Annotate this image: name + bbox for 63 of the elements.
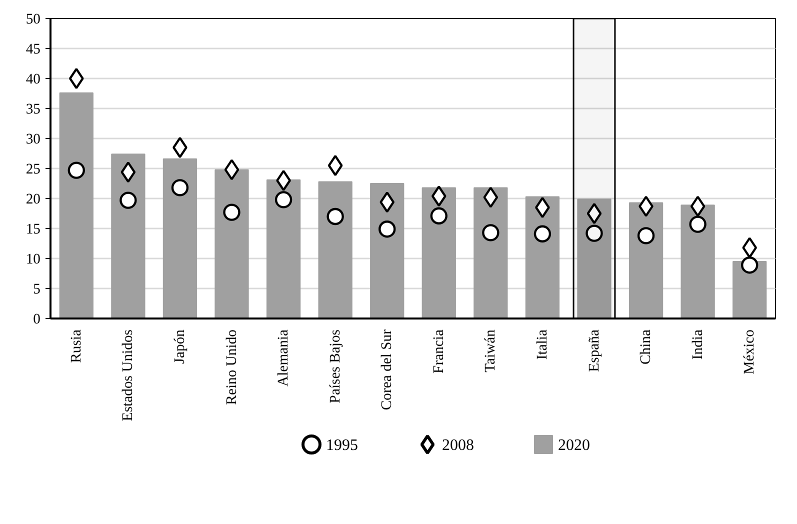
x-tick-label: Taiwán xyxy=(482,328,499,372)
point xyxy=(326,208,344,226)
bar xyxy=(318,181,352,318)
point xyxy=(68,68,84,90)
point xyxy=(482,224,500,242)
x-tick-label: India xyxy=(690,329,706,360)
x-tick-label: Reino Unido xyxy=(224,329,240,405)
point xyxy=(68,162,85,179)
x-tick-label: España xyxy=(586,329,602,372)
x-tick-label: Países Bajos xyxy=(327,329,344,404)
x-tick-label: Rusia xyxy=(68,329,84,363)
point xyxy=(378,220,396,238)
y-tick-label: 30 xyxy=(26,132,40,148)
bar xyxy=(111,154,146,318)
point xyxy=(741,256,758,274)
point xyxy=(274,191,292,208)
y-tick-label: 40 xyxy=(26,72,40,88)
legend-label: 1995 xyxy=(326,437,358,454)
y-tick-label: 45 xyxy=(26,42,40,58)
point xyxy=(637,227,655,244)
y-tick-label: 25 xyxy=(26,162,40,178)
x-tick-label: Corea del Sur xyxy=(379,329,396,410)
bar xyxy=(474,187,508,318)
y-tick-label: 0 xyxy=(33,312,40,328)
point xyxy=(120,192,137,209)
point xyxy=(430,207,448,224)
bar xyxy=(214,169,249,318)
point xyxy=(224,159,240,180)
point xyxy=(171,179,189,196)
legend-label: 2008 xyxy=(442,437,474,454)
bar xyxy=(59,92,94,318)
bar xyxy=(370,183,404,318)
bar xyxy=(422,187,456,318)
x-tick-label: Japón xyxy=(172,328,188,364)
y-tick-label: 20 xyxy=(26,192,40,208)
point xyxy=(534,225,552,242)
x-tick-label: Italia xyxy=(534,329,550,360)
x-tick-label: Francia xyxy=(430,329,447,374)
y-tick-label: 15 xyxy=(26,222,40,238)
point xyxy=(120,162,136,183)
point xyxy=(689,216,706,233)
bar xyxy=(266,179,301,318)
y-tick-label: 10 xyxy=(26,252,40,268)
point xyxy=(483,186,498,208)
bar xyxy=(680,204,715,318)
legend-label: 2020 xyxy=(558,437,590,454)
point xyxy=(586,202,602,224)
point xyxy=(690,196,706,217)
y-tick-label: 35 xyxy=(26,102,40,118)
bar xyxy=(162,158,198,318)
bar xyxy=(628,202,664,318)
y-tick-label: 50 xyxy=(26,12,40,28)
point xyxy=(380,192,395,213)
x-tick-label: Estados Unidos xyxy=(120,329,136,422)
x-tick-label: Alemania xyxy=(276,329,292,386)
point xyxy=(223,204,240,221)
point xyxy=(742,237,758,258)
y-tick-label: 5 xyxy=(33,282,40,298)
x-tick-label: México xyxy=(742,329,758,374)
point xyxy=(586,224,603,242)
point xyxy=(328,154,343,176)
point xyxy=(431,186,446,207)
x-tick-label: China xyxy=(638,329,654,365)
